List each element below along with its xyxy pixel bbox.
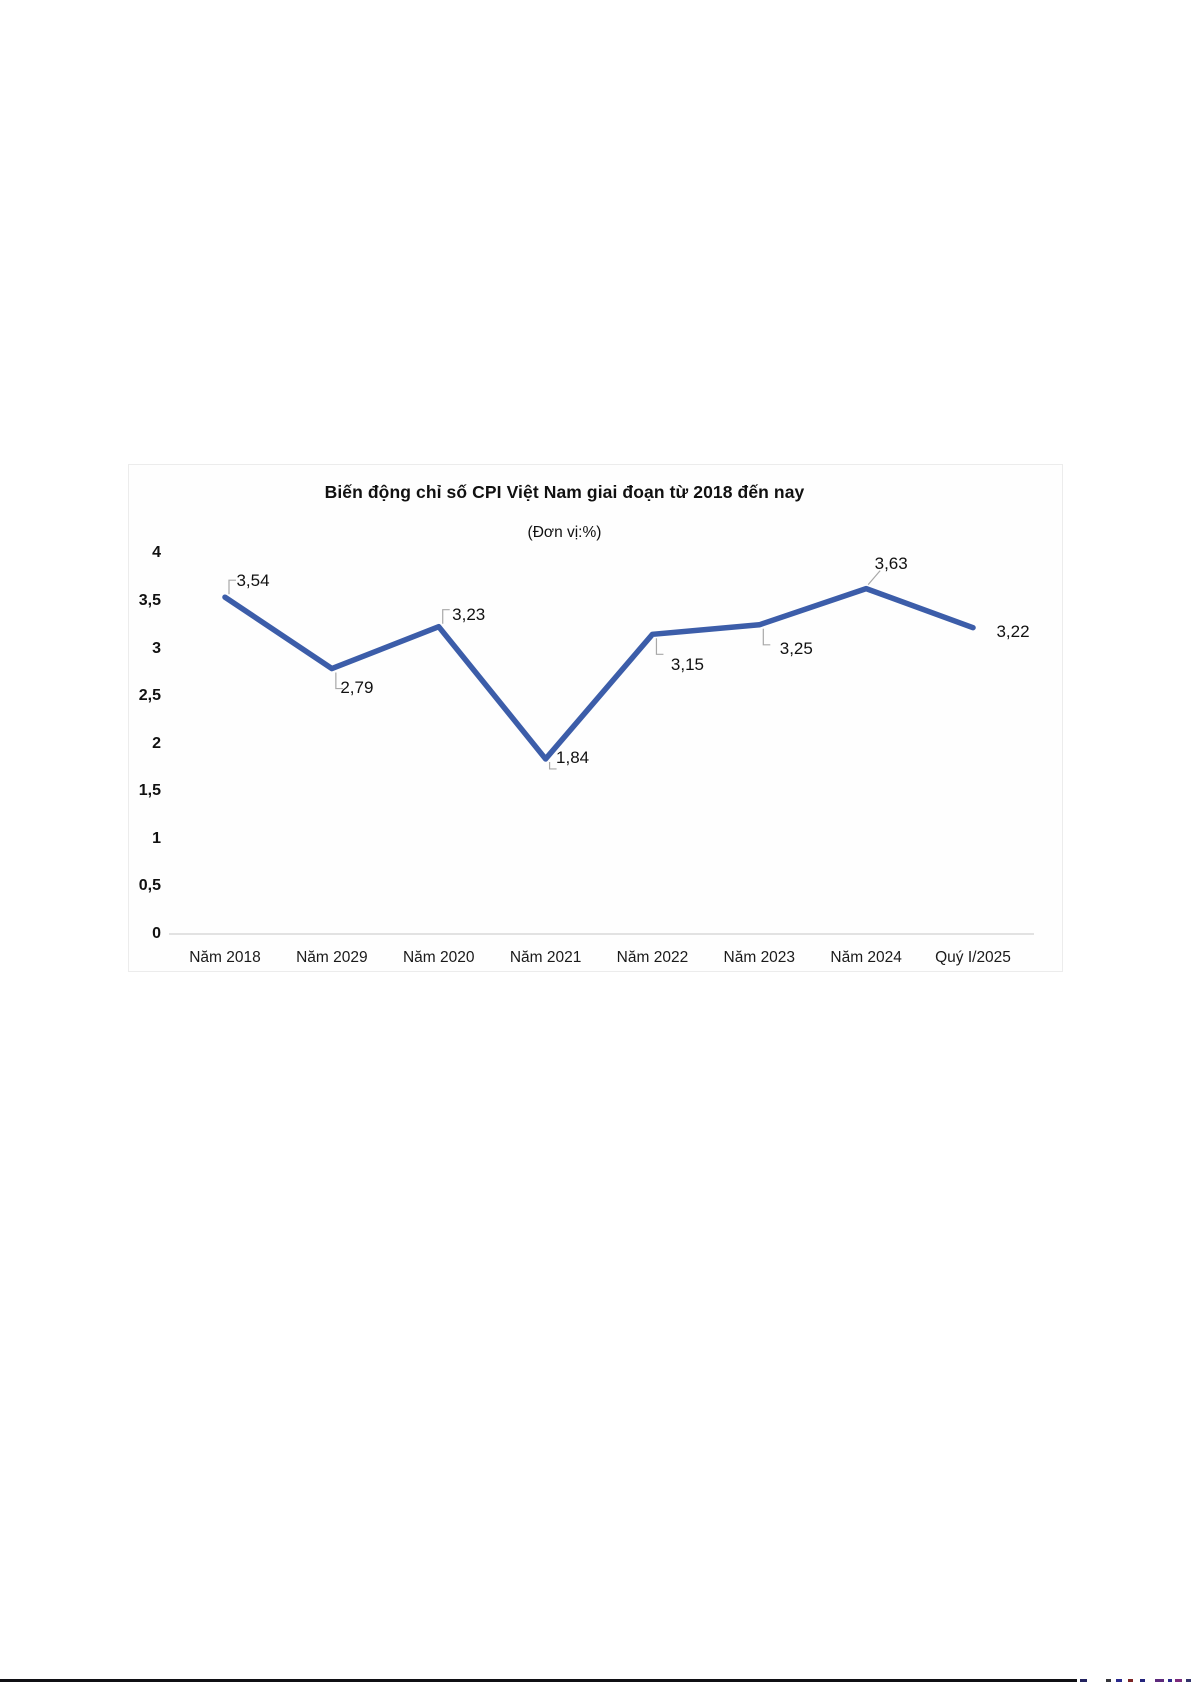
data-label: 3,25 (779, 638, 813, 658)
data-label: 2,79 (340, 677, 374, 697)
footer-mark (1175, 1679, 1182, 1682)
y-tick-label: 2 (152, 734, 161, 752)
y-tick-label: 0,5 (138, 877, 161, 895)
label-leader-line (867, 570, 881, 586)
y-tick-label: 1,5 (138, 782, 161, 800)
chart-canvas (169, 570, 1034, 935)
chart-title: Biến động chỉ số CPI Việt Nam giai đoạn … (324, 482, 805, 502)
data-label: 3,63 (874, 553, 908, 573)
x-category-label: Năm 2029 (296, 949, 368, 966)
label-leader-line (442, 609, 450, 624)
footer-mark (1116, 1679, 1122, 1682)
label-leader-line (335, 672, 343, 690)
label-leader-line (228, 579, 236, 595)
x-category-label: Quý I/2025 (935, 949, 1011, 966)
y-tick-label: 3,5 (138, 592, 161, 609)
y-tick-label: 3 (152, 639, 161, 657)
x-category-label: Năm 2022 (616, 949, 689, 966)
footer-mark (1155, 1679, 1164, 1682)
footer-mark (1080, 1679, 1087, 1682)
y-tick-label: 2,5 (138, 687, 161, 705)
footer-mark (1128, 1679, 1133, 1682)
footer-mark (1106, 1679, 1111, 1682)
y-tick-label: 0 (152, 925, 161, 942)
label-leader-line (655, 638, 664, 655)
chart-subtitle: (Đơn vị:%) (527, 524, 602, 541)
data-label: 3,22 (996, 621, 1030, 641)
label-leader-line (548, 761, 557, 770)
cpi-series-line (222, 585, 976, 762)
data-label: 3,15 (670, 655, 704, 675)
y-tick-label: 1 (152, 829, 161, 847)
x-category-label: Năm 2021 (509, 949, 582, 966)
footer-mark (1140, 1679, 1145, 1682)
y-tick-label: 4 (152, 544, 161, 562)
data-label: 3,54 (236, 571, 270, 591)
footer-artifact-marks (1078, 1678, 1192, 1683)
footer-mark (1168, 1679, 1172, 1682)
x-category-label: Năm 2020 (402, 949, 475, 966)
cpi-line-chart: Biến động chỉ số CPI Việt Nam giai đoạn … (128, 464, 1063, 972)
footer-mark (1186, 1679, 1191, 1682)
x-category-label: Năm 2018 (189, 949, 261, 966)
data-label: 1,84 (556, 747, 590, 767)
x-category-label: Năm 2023 (723, 949, 796, 966)
label-leader-line (762, 628, 771, 646)
data-label: 3,23 (452, 604, 486, 624)
page-bottom-rule (0, 1679, 1077, 1682)
x-category-label: Năm 2024 (830, 949, 902, 966)
